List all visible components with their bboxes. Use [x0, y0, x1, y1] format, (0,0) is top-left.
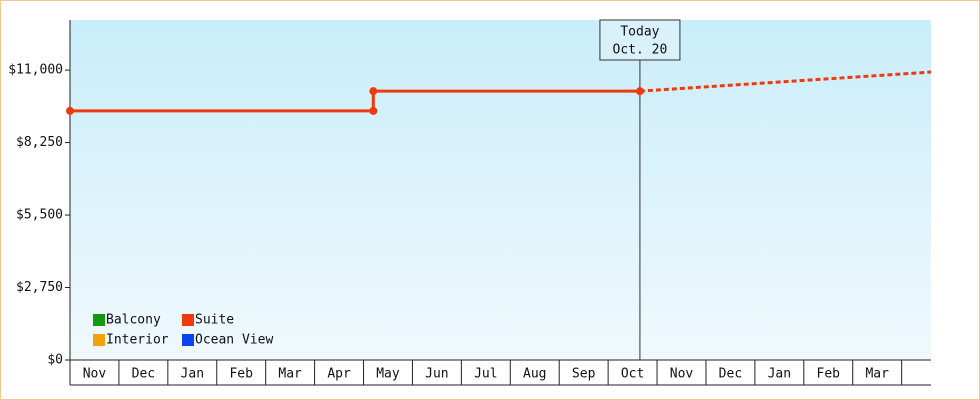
- y-tick-label: $8,250: [16, 135, 63, 150]
- legend-swatch: [93, 314, 105, 326]
- x-tick-label: Jul: [474, 367, 497, 382]
- y-tick-label: $11,000: [8, 63, 63, 78]
- series-point: [369, 87, 378, 96]
- y-tick-label: $5,500: [16, 208, 63, 223]
- today-box: [599, 19, 681, 61]
- x-tick-label: Apr: [327, 367, 351, 382]
- x-tick-label: Sep: [572, 367, 596, 382]
- plot-area: [70, 20, 931, 360]
- x-tick-label: Mar: [865, 367, 889, 382]
- series-point: [66, 106, 74, 115]
- x-tick-label: Mar: [278, 367, 302, 382]
- x-tick-label: Nov: [83, 367, 107, 382]
- legend-label: Ocean View: [195, 333, 273, 348]
- series-point: [369, 106, 378, 115]
- x-tick-label: Feb: [817, 367, 841, 382]
- y-tick-label: $0: [47, 353, 63, 368]
- x-tick-label: May: [376, 367, 400, 382]
- legend-label: Interior: [106, 333, 169, 348]
- x-tick-label: Nov: [670, 367, 694, 382]
- legend-label: Balcony: [106, 313, 161, 328]
- today-label: Today: [620, 25, 659, 40]
- forecast-line: [639, 70, 932, 93]
- x-tick-label: Aug: [523, 367, 546, 382]
- y-tick-label: $2,750: [16, 280, 63, 295]
- legend-swatch: [182, 314, 194, 326]
- x-tick-label: Oct: [621, 367, 644, 382]
- x-tick-label: Dec: [719, 367, 742, 382]
- today-label: Oct. 20: [613, 43, 668, 58]
- legend-label: Suite: [195, 313, 234, 328]
- x-tick-label: Jan: [181, 367, 204, 382]
- x-tick-label: Dec: [132, 367, 155, 382]
- x-tick-label: Feb: [229, 367, 253, 382]
- legend-swatch: [182, 334, 194, 346]
- x-tick-label: Jun: [425, 367, 448, 382]
- legend-swatch: [93, 334, 105, 346]
- series-line: [70, 89, 640, 113]
- x-tick-label: Jan: [768, 367, 791, 382]
- series-point: [635, 87, 644, 96]
